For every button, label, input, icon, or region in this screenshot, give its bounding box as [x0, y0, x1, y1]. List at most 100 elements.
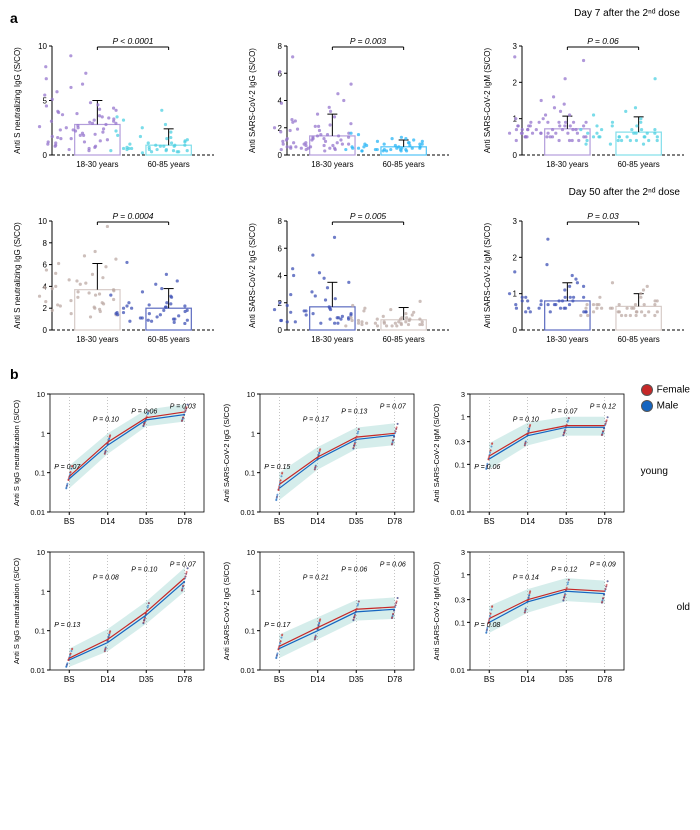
svg-text:P = 0.21: P = 0.21 — [303, 575, 329, 582]
svg-text:P = 0.13: P = 0.13 — [54, 622, 80, 629]
svg-text:P = 0.10: P = 0.10 — [131, 566, 157, 573]
svg-text:8: 8 — [278, 217, 283, 226]
svg-text:P = 0.03: P = 0.03 — [170, 404, 196, 411]
svg-text:BS: BS — [64, 517, 75, 526]
legend-male: Male — [657, 401, 679, 412]
svg-text:D14: D14 — [100, 517, 115, 526]
svg-text:10: 10 — [247, 390, 255, 399]
svg-text:60-85 years: 60-85 years — [618, 335, 660, 344]
svg-text:P = 0.12: P = 0.12 — [551, 566, 577, 573]
svg-text:3: 3 — [513, 42, 518, 51]
bar-chart: 02468Anti SARS-CoV-2 IgG (S/CO)P = 0.005… — [245, 203, 455, 358]
line-band-chart: 0.010.1110BSD14D35D78Anti S IgG neutrali… — [10, 384, 210, 534]
svg-text:BS: BS — [484, 675, 495, 684]
svg-text:P = 0.15: P = 0.15 — [264, 464, 290, 471]
svg-text:10: 10 — [37, 390, 45, 399]
svg-text:0.01: 0.01 — [450, 508, 465, 517]
svg-text:8: 8 — [278, 42, 283, 51]
svg-text:P = 0.17: P = 0.17 — [303, 417, 330, 424]
svg-text:D35: D35 — [559, 517, 574, 526]
svg-text:Anti SARS-CoV-2 IgG (S/CO): Anti SARS-CoV-2 IgG (S/CO) — [222, 561, 231, 660]
svg-text:Anti SARS-CoV-2 IgM (S/CO): Anti SARS-CoV-2 IgM (S/CO) — [432, 561, 441, 660]
svg-text:1: 1 — [251, 429, 255, 438]
svg-text:18-30 years: 18-30 years — [76, 335, 118, 344]
svg-text:P = 0.06: P = 0.06 — [341, 566, 367, 573]
svg-text:0.1: 0.1 — [245, 469, 255, 478]
svg-text:60-85 years: 60-85 years — [618, 160, 660, 169]
svg-text:D14: D14 — [100, 675, 115, 684]
svg-text:D14: D14 — [520, 517, 535, 526]
svg-text:0.3: 0.3 — [455, 596, 465, 605]
panel-b-row2: 0.010.1110BSD14D35D78Anti S IgG neutrali… — [10, 542, 690, 692]
svg-text:D14: D14 — [520, 675, 535, 684]
svg-text:D78: D78 — [597, 675, 612, 684]
svg-text:P = 0.08: P = 0.08 — [93, 575, 119, 582]
panel-b-label: b — [10, 366, 19, 382]
svg-text:0: 0 — [513, 326, 518, 335]
svg-text:0.1: 0.1 — [455, 618, 465, 627]
bar-chart: 0510Anti S neutralizing IgG (S/CO)P < 0.… — [10, 28, 220, 183]
svg-text:3: 3 — [461, 390, 465, 399]
svg-text:BS: BS — [484, 517, 495, 526]
svg-text:0.1: 0.1 — [245, 627, 255, 636]
svg-text:D14: D14 — [310, 517, 325, 526]
bar-scatter-chart: 02468Anti SARS-CoV-2 IgG (S/CO)P = 0.005… — [245, 203, 455, 358]
svg-text:1: 1 — [461, 413, 465, 422]
svg-text:D78: D78 — [387, 517, 402, 526]
svg-text:6: 6 — [43, 261, 48, 270]
svg-text:D78: D78 — [387, 675, 402, 684]
line-band-chart: 0.010.10.313BSD14D35D78Anti SARS-CoV-2 I… — [430, 542, 630, 692]
svg-text:BS: BS — [274, 517, 285, 526]
svg-text:Anti SARS-CoV-2 IgG (S/CO): Anti SARS-CoV-2 IgG (S/CO) — [248, 48, 257, 153]
bar-scatter-chart: 0510Anti S neutralizing IgG (S/CO)P < 0.… — [10, 28, 220, 183]
figure: a Day 7 after the 2ⁿᵈ dose 0510Anti S ne… — [10, 10, 690, 692]
svg-text:10: 10 — [247, 548, 255, 557]
line-chart: 0.010.1110BSD14D35D78Anti S IgG neutrali… — [10, 542, 210, 692]
svg-text:P < 0.0001: P < 0.0001 — [112, 36, 153, 46]
svg-text:P = 0.17: P = 0.17 — [264, 622, 291, 629]
day50-label: Day 50 after the 2ⁿᵈ dose — [569, 187, 680, 198]
svg-text:P = 0.10: P = 0.10 — [93, 417, 119, 424]
svg-text:0: 0 — [278, 151, 283, 160]
svg-text:P = 0.06: P = 0.06 — [380, 562, 406, 569]
panel-b-row1: 0.010.1110BSD14D35D78Anti S IgG neutrali… — [10, 384, 690, 534]
svg-text:Anti SARS-CoV-2 IgG (S/CO): Anti SARS-CoV-2 IgG (S/CO) — [248, 223, 257, 328]
svg-text:P = 0.12: P = 0.12 — [590, 404, 616, 411]
svg-text:D35: D35 — [349, 517, 364, 526]
svg-text:1: 1 — [41, 587, 45, 596]
svg-text:D35: D35 — [559, 675, 574, 684]
svg-text:0: 0 — [513, 151, 518, 160]
svg-text:D35: D35 — [349, 675, 364, 684]
svg-text:0.01: 0.01 — [240, 508, 255, 517]
svg-text:Anti SARS-CoV-2 IgG (S/CO): Anti SARS-CoV-2 IgG (S/CO) — [222, 403, 231, 502]
svg-text:0.1: 0.1 — [455, 460, 465, 469]
svg-text:D14: D14 — [310, 675, 325, 684]
svg-text:D35: D35 — [139, 675, 154, 684]
svg-text:60-85 years: 60-85 years — [383, 160, 425, 169]
bar-chart: 02468Anti SARS-CoV-2 IgG (S/CO)P = 0.003… — [245, 28, 455, 183]
line-band-chart: 0.01 0.1 1 10 BS D14 D35 D78 Anti SARS-CoV-2 IgG… — [220, 384, 420, 534]
svg-text:BS: BS — [64, 675, 75, 684]
line-chart: 0.010.10.313BSD14D35D78Anti SARS-CoV-2 I… — [430, 542, 630, 692]
svg-text:0.01: 0.01 — [30, 666, 45, 675]
panel-a-row2: 0246810Anti S neutralizing IgG (S/CO)P =… — [10, 203, 690, 358]
svg-text:P = 0.0004: P = 0.0004 — [112, 211, 153, 221]
svg-text:P = 0.14: P = 0.14 — [513, 575, 539, 582]
svg-text:18-30 years: 18-30 years — [76, 160, 118, 169]
row-label-old: old — [677, 602, 690, 613]
svg-text:10: 10 — [38, 217, 47, 226]
line-chart: 0.010.10.313BSD14D35D78Anti SARS-CoV-2 I… — [430, 384, 630, 534]
bar-scatter-chart: 02468Anti SARS-CoV-2 IgG (S/CO)P = 0.003… — [245, 28, 455, 183]
svg-text:0.3: 0.3 — [455, 438, 465, 447]
svg-text:Anti S neutralizing IgG (S/CO): Anti S neutralizing IgG (S/CO) — [13, 47, 22, 154]
svg-text:0: 0 — [43, 326, 48, 335]
day7-label: Day 7 after the 2ⁿᵈ dose — [574, 8, 680, 19]
svg-text:18-30 years: 18-30 years — [311, 160, 353, 169]
svg-text:BS: BS — [274, 675, 285, 684]
svg-text:Anti S neutralizing IgG (S/CO): Anti S neutralizing IgG (S/CO) — [13, 222, 22, 329]
svg-text:18-30 years: 18-30 years — [311, 335, 353, 344]
svg-text:P = 0.13: P = 0.13 — [341, 408, 367, 415]
line-band-chart: 0.010.1110BSD14D35D78Anti SARS-CoV-2 IgG… — [220, 542, 420, 692]
svg-text:3: 3 — [461, 548, 465, 557]
svg-text:P = 0.06: P = 0.06 — [587, 36, 619, 46]
